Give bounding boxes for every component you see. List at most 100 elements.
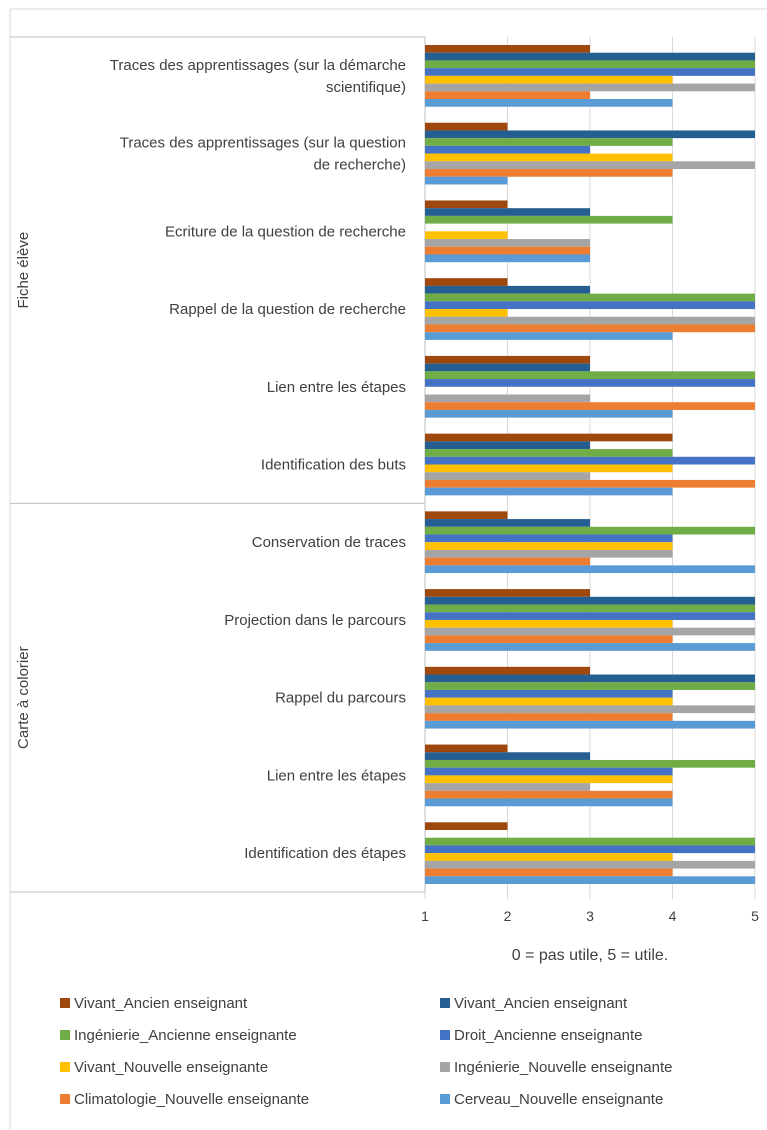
bar <box>425 604 755 613</box>
bar <box>425 433 673 442</box>
bar <box>425 619 673 628</box>
legend-label: Ingénierie_Ancienne enseignante <box>74 1027 297 1044</box>
x-tick-label: 2 <box>504 908 512 924</box>
category-label: Ecriture de la question de recherche <box>165 223 406 240</box>
bar <box>425 99 673 107</box>
legend-label: Climatologie_Nouvelle enseignante <box>74 1091 309 1108</box>
bar <box>425 145 590 154</box>
bar <box>425 316 755 325</box>
bar <box>425 449 673 457</box>
bar <box>425 519 590 527</box>
bar <box>425 720 755 729</box>
category-label: Rappel de la question de recherche <box>169 301 406 318</box>
bar <box>425 301 755 310</box>
bar <box>425 464 673 473</box>
legend-label: Cerveau_Nouvelle enseignante <box>454 1091 663 1108</box>
bar <box>425 744 508 753</box>
bar <box>425 246 590 255</box>
legend-swatch <box>440 998 450 1008</box>
bar <box>425 682 755 690</box>
bar <box>425 355 590 364</box>
legend-label: Ingénierie_Nouvelle enseignante <box>454 1059 673 1076</box>
legend-swatch <box>60 1094 70 1104</box>
bar <box>425 775 673 784</box>
category-label: Lien entre les étapes <box>267 767 406 784</box>
bar <box>425 565 755 574</box>
category-label: scientifique) <box>326 79 406 96</box>
legend-swatch <box>440 1094 450 1104</box>
bar <box>425 790 673 799</box>
bar <box>425 868 673 877</box>
bar <box>425 837 755 846</box>
bar <box>425 596 755 605</box>
bar <box>425 635 673 644</box>
bar <box>425 332 673 340</box>
bar <box>425 68 755 76</box>
category-label: Identification des buts <box>261 457 406 474</box>
bar <box>425 176 508 185</box>
bar <box>425 161 755 170</box>
x-axis-title: 0 = pas utile, 5 = utile. <box>512 947 669 964</box>
legend-label: Vivant_Nouvelle enseignante <box>74 1059 268 1076</box>
bar <box>425 441 590 450</box>
bar <box>425 371 755 380</box>
bar <box>425 215 673 224</box>
bar <box>425 83 755 92</box>
category-label: Projection dans le parcours <box>224 612 406 629</box>
bar <box>425 409 673 418</box>
bar <box>425 697 673 706</box>
x-tick-label: 5 <box>751 908 759 924</box>
bar <box>425 860 755 869</box>
legend-swatch <box>440 1030 450 1040</box>
category-label: Rappel du parcours <box>275 690 406 707</box>
bar <box>425 487 673 496</box>
bar <box>425 783 590 791</box>
bar <box>425 379 755 387</box>
bar <box>425 534 673 543</box>
bar <box>425 627 755 636</box>
bar <box>425 876 755 884</box>
x-tick-label: 4 <box>669 908 677 924</box>
bar <box>425 402 755 410</box>
bar <box>425 479 755 488</box>
group-label: Fiche élève <box>15 232 32 309</box>
legend-label: Vivant_Ancien enseignant <box>74 995 248 1012</box>
bar <box>425 130 755 139</box>
bar <box>425 122 508 131</box>
bar <box>425 91 590 100</box>
bar <box>425 456 755 465</box>
bar <box>425 549 673 558</box>
bar <box>425 511 508 520</box>
bar <box>425 285 590 294</box>
bar <box>425 822 508 830</box>
bar <box>425 759 755 768</box>
category-label: Identification des étapes <box>244 845 406 862</box>
bar <box>425 557 590 566</box>
bar <box>425 138 673 146</box>
bar <box>425 169 673 177</box>
x-tick-label: 3 <box>586 908 594 924</box>
bar <box>425 752 590 760</box>
group-label: Carte à colorier <box>15 646 32 749</box>
legend-swatch <box>60 1062 70 1072</box>
bar <box>425 713 673 721</box>
bar <box>425 324 755 333</box>
bar <box>425 589 590 597</box>
bar <box>425 309 508 317</box>
category-label: Lien entre les étapes <box>267 379 406 396</box>
bar <box>425 239 590 247</box>
bar <box>425 231 508 240</box>
bar <box>425 705 755 714</box>
bar <box>425 200 508 209</box>
category-label: Conservation de traces <box>252 534 406 551</box>
category-label: de recherche) <box>313 157 406 174</box>
bar <box>425 612 755 620</box>
bar <box>425 75 673 84</box>
bar <box>425 674 755 683</box>
bar <box>425 798 673 807</box>
bar <box>425 45 590 53</box>
category-label: Traces des apprentissages (sur la questi… <box>120 135 406 152</box>
legend-label: Droit_Ancienne enseignante <box>454 1027 642 1044</box>
bar <box>425 666 590 675</box>
